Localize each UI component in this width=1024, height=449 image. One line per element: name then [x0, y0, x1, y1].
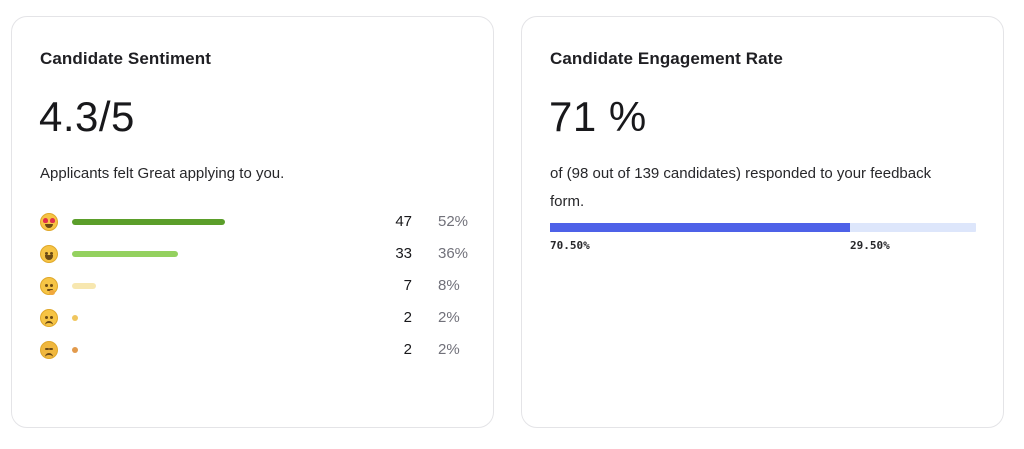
rating-percent: 2% — [438, 309, 460, 326]
rating-percent: 2% — [438, 341, 460, 358]
rating-row-1: 2 2% — [40, 341, 480, 363]
rating-percent: 36% — [438, 245, 469, 262]
candidate-engagement-card: Candidate Engagement Rate 71 % of (98 ou… — [521, 16, 1004, 428]
rating-count: 33 — [395, 245, 412, 262]
engagement-progress-bar — [550, 223, 976, 232]
rating-row-3: 7 8% — [40, 277, 480, 299]
rating-bar — [72, 219, 225, 225]
rating-bar — [72, 251, 178, 257]
card-title: Candidate Sentiment — [40, 49, 211, 68]
rating-percent: 8% — [438, 277, 460, 294]
heart-eyes-emoji-icon — [40, 213, 58, 231]
engagement-summary: of (98 out of 139 candidates) responded … — [550, 165, 932, 210]
persevering-face-emoji-icon — [40, 341, 58, 359]
candidate-sentiment-card: Candidate Sentiment 4.3/5 Applicants fel… — [11, 16, 494, 428]
rating-bar — [72, 347, 78, 353]
rating-row-2: 2 2% — [40, 309, 480, 331]
rating-percent: 52% — [438, 213, 469, 230]
rating-count: 2 — [403, 309, 412, 326]
rating-count: 47 — [395, 213, 412, 230]
rating-bar — [72, 283, 96, 289]
engagement-rate: 71 % — [549, 93, 647, 140]
thinking-face-emoji-icon — [40, 277, 58, 295]
slightly-frowning-face-emoji-icon — [40, 309, 58, 327]
rating-row-4: 33 36% — [40, 245, 480, 267]
rating-bar — [72, 315, 78, 321]
sentiment-summary: Applicants felt Great applying to you. — [40, 165, 285, 182]
not-responded-percent-label: 29.50% — [850, 239, 890, 252]
card-title: Candidate Engagement Rate — [550, 49, 783, 68]
engagement-progress-fill — [550, 223, 850, 232]
rating-row-5: 47 52% — [40, 213, 480, 235]
responded-percent-label: 70.50% — [550, 239, 590, 252]
sentiment-score: 4.3/5 — [39, 93, 135, 140]
rating-count: 7 — [403, 277, 412, 294]
rating-count: 2 — [403, 341, 412, 358]
grinning-face-emoji-icon — [40, 245, 58, 263]
